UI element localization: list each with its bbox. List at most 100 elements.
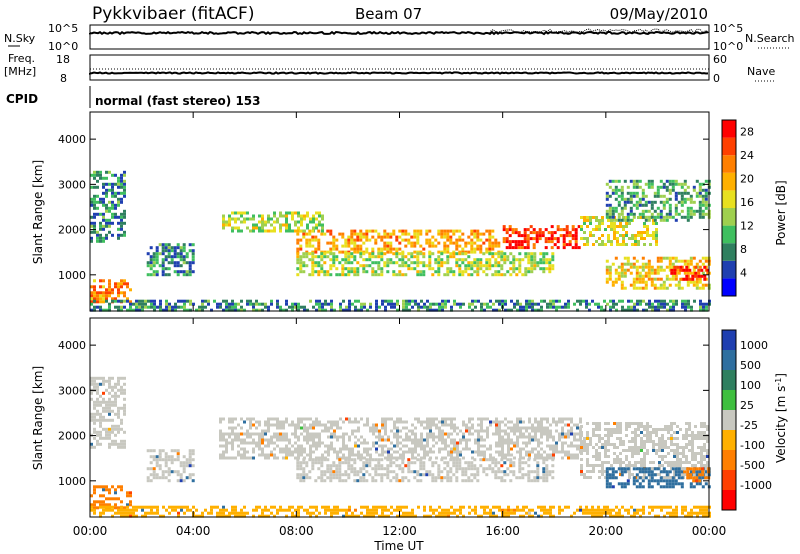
echo-cell	[533, 476, 537, 480]
echo-cell	[580, 431, 583, 434]
echo-cell	[380, 476, 384, 480]
echo-cell	[531, 302, 534, 306]
echo-cell	[495, 441, 498, 445]
echo-cell	[276, 426, 279, 430]
echo-cell	[426, 417, 429, 421]
echo-cell	[497, 461, 501, 465]
echo-cell	[473, 261, 477, 265]
echo-cell	[546, 435, 549, 439]
echo-cell	[393, 305, 396, 309]
echo-cell	[573, 423, 576, 427]
echo-cell	[383, 261, 387, 265]
echo-cell	[285, 432, 288, 436]
echo-cell	[183, 305, 186, 309]
echo-cell	[480, 423, 483, 427]
echo-cell	[703, 458, 706, 461]
echo-cell	[504, 438, 507, 442]
echo-cell	[381, 508, 384, 512]
echo-cell	[604, 461, 607, 464]
echo-cell	[359, 232, 363, 236]
echo-cell	[676, 437, 679, 440]
echo-cell	[525, 435, 528, 439]
echo-cell	[701, 470, 705, 474]
echo-cell	[504, 456, 507, 460]
echo-cell	[500, 273, 504, 277]
echo-cell	[414, 417, 417, 421]
echo-cell	[192, 302, 195, 306]
echo-cell	[568, 231, 572, 235]
echo-cell	[665, 256, 669, 260]
echo-cell	[426, 435, 429, 439]
echo-cell	[120, 221, 123, 225]
echo-cell	[261, 308, 264, 312]
echo-cell	[222, 417, 225, 421]
echo-cell	[703, 464, 706, 467]
echo-cell	[182, 470, 186, 474]
echo-cell	[314, 270, 318, 274]
echo-cell	[344, 261, 348, 265]
echo-cell	[362, 464, 366, 468]
echo-cell	[294, 223, 297, 227]
echo-cell	[570, 441, 573, 445]
echo-cell	[682, 449, 685, 452]
echo-cell	[495, 450, 498, 454]
echo-cell	[398, 464, 402, 468]
echo-cell	[656, 271, 660, 275]
echo-cell	[623, 262, 627, 266]
echo-cell	[453, 302, 456, 306]
echo-cell	[102, 379, 105, 383]
echo-cell	[528, 441, 531, 445]
echo-cell	[419, 244, 423, 248]
echo-cell	[552, 435, 555, 439]
echo-cell	[692, 268, 696, 272]
echo-cell	[613, 446, 616, 449]
echo-cell	[429, 305, 432, 309]
echo-cell	[108, 400, 111, 404]
echo-cell	[392, 247, 396, 251]
echo-cell	[362, 235, 366, 239]
echo-cell	[526, 243, 530, 247]
echo-cell	[623, 268, 627, 272]
echo-cell	[299, 264, 303, 268]
echo-cell	[410, 241, 414, 245]
echo-cell	[314, 255, 318, 259]
echo-cell	[477, 299, 480, 303]
echo-cell	[318, 511, 321, 515]
echo-cell	[311, 250, 315, 254]
echo-cell	[509, 458, 513, 462]
echo-cell	[249, 435, 252, 439]
echo-cell	[123, 194, 126, 198]
echo-cell	[324, 308, 327, 312]
echo-cell	[416, 458, 420, 462]
echo-cell	[476, 261, 480, 265]
echo-cell	[545, 252, 549, 256]
echo-cell	[294, 508, 297, 512]
echo-cell	[620, 191, 624, 195]
echo-cell	[614, 280, 618, 284]
echo-cell	[689, 467, 693, 471]
echo-cell	[683, 215, 687, 219]
echo-cell	[99, 212, 102, 216]
echo-cell	[411, 438, 414, 442]
echo-cell	[676, 452, 679, 455]
echo-cell	[443, 232, 447, 236]
echo-cell	[512, 261, 516, 265]
echo-cell	[291, 308, 294, 312]
echo-cell	[309, 426, 312, 430]
echo-cell	[522, 435, 525, 439]
echo-cell	[668, 206, 672, 210]
echo-cell	[632, 215, 636, 219]
echo-cell	[291, 229, 294, 233]
echo-cell	[374, 238, 378, 242]
echo-cell	[461, 479, 465, 483]
echo-cell	[438, 429, 441, 433]
echo-cell	[120, 391, 123, 395]
echo-cell	[447, 450, 450, 454]
echo-cell	[416, 258, 420, 262]
echo-cell	[170, 246, 174, 250]
echo-cell	[688, 434, 691, 437]
echo-cell	[634, 434, 637, 437]
echo-cell	[492, 302, 495, 306]
echo-cell	[691, 455, 694, 458]
echo-cell	[341, 479, 345, 483]
